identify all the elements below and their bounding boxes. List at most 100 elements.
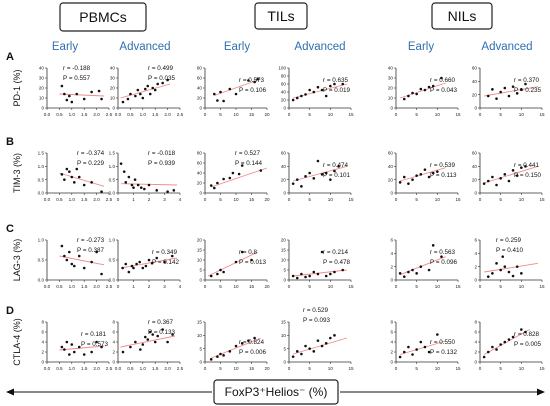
data-point: [415, 92, 418, 96]
data-point: [170, 254, 174, 258]
data-point: [329, 336, 332, 340]
trend-line: [484, 262, 538, 273]
data-point: [100, 345, 103, 349]
data-point: [341, 82, 345, 86]
data-point: [216, 181, 219, 185]
data-point: [247, 79, 250, 82]
r-value: r = 0.539: [430, 162, 456, 169]
data-point: [431, 244, 435, 247]
data-point: [324, 274, 328, 278]
data-point: [126, 97, 130, 101]
x-tick-label: 2.5: [177, 366, 184, 371]
data-point: [436, 333, 439, 336]
y-tick-label: 0.5: [38, 177, 45, 182]
x-tick-label: 5: [219, 112, 222, 117]
x-tick-label: 0: [479, 366, 482, 371]
data-point: [427, 175, 431, 179]
data-point: [161, 81, 164, 85]
data-point: [256, 77, 260, 81]
data-point: [141, 266, 145, 270]
data-point: [132, 266, 135, 270]
y-tick-label: 40: [388, 164, 394, 169]
data-point: [503, 173, 507, 176]
data-point: [153, 88, 157, 92]
data-point: [295, 96, 299, 100]
y-tick-label: 0: [199, 360, 202, 365]
x-axis-label: FoxP3⁺Helios⁻ (%): [225, 385, 328, 399]
data-point: [507, 179, 511, 183]
data-point: [507, 270, 511, 274]
data-point: [419, 87, 423, 91]
x-tick-label: 15: [249, 284, 255, 289]
arrow-left-icon: [6, 388, 14, 396]
data-point: [324, 342, 328, 345]
data-point: [216, 99, 219, 102]
x-tick-label: 3: [163, 197, 166, 202]
y-tick-label: 15: [197, 248, 203, 253]
data-point: [423, 168, 427, 171]
data-point: [312, 90, 316, 94]
data-point: [486, 179, 490, 183]
y-tick-label: 60: [197, 76, 203, 81]
x-tick-label: 0.5: [56, 284, 63, 289]
x-tick-label: 10: [519, 112, 525, 117]
y-tick-label: 6: [474, 238, 477, 243]
data-point: [127, 270, 131, 274]
p-value: P = 0.573: [81, 341, 109, 348]
y-tick-label: 40: [39, 66, 45, 71]
data-point: [60, 173, 64, 176]
y-tick-label: 4: [112, 340, 115, 345]
data-point: [316, 272, 320, 276]
data-point: [82, 183, 86, 187]
data-point: [495, 262, 498, 265]
group-title-pbmcs-box: [59, 2, 147, 32]
data-point: [141, 96, 145, 100]
r-value: r = 0.474: [323, 162, 349, 169]
data-point: [222, 177, 225, 181]
data-point: [172, 189, 176, 192]
data-point: [515, 265, 519, 268]
data-point: [515, 92, 519, 95]
x-tick-label: 5: [308, 284, 311, 289]
y-tick-label: 0: [283, 106, 286, 111]
p-value: P = 0.043: [430, 87, 458, 94]
r-value: r = 0.635: [323, 77, 349, 84]
data-point: [499, 343, 502, 346]
data-point: [423, 88, 427, 92]
data-point: [398, 355, 402, 359]
y-tick-label: 40: [472, 79, 478, 84]
p-value: P = 0.557: [63, 75, 91, 82]
data-point: [486, 350, 490, 354]
data-point: [156, 334, 159, 338]
x-tick-label: 0: [395, 284, 398, 289]
data-point: [415, 348, 418, 351]
x-tick-label: 10: [435, 112, 441, 117]
y-tick-label: 30: [39, 76, 45, 81]
data-point: [491, 345, 494, 349]
data-point: [402, 97, 406, 101]
x-tick-label: 5: [499, 112, 502, 117]
x-tick-label: 0.5: [127, 112, 134, 117]
y-tick-label: 6: [112, 330, 115, 335]
x-tick-label: 10: [519, 366, 525, 371]
data-point: [90, 181, 93, 184]
trend-line: [59, 93, 105, 97]
data-point: [219, 90, 222, 94]
x-tick-label: 0: [204, 112, 207, 117]
data-point: [515, 174, 519, 177]
x-tick-label: 0.0: [44, 366, 51, 371]
r-value: r = 0.370: [514, 77, 540, 84]
trend-line: [211, 167, 268, 188]
y-tick-label: 0: [199, 191, 202, 196]
data-point: [511, 274, 515, 278]
data-point: [148, 92, 152, 96]
data-point: [234, 344, 238, 348]
x-tick-label: 0.0: [115, 366, 122, 371]
x-tick-label: 1: [132, 197, 135, 202]
x-tick-label: 0: [288, 366, 291, 371]
data-point: [156, 82, 159, 86]
data-point: [147, 258, 151, 262]
data-point: [295, 276, 299, 280]
x-tick-label: 1.5: [152, 366, 159, 371]
data-point: [507, 94, 511, 98]
